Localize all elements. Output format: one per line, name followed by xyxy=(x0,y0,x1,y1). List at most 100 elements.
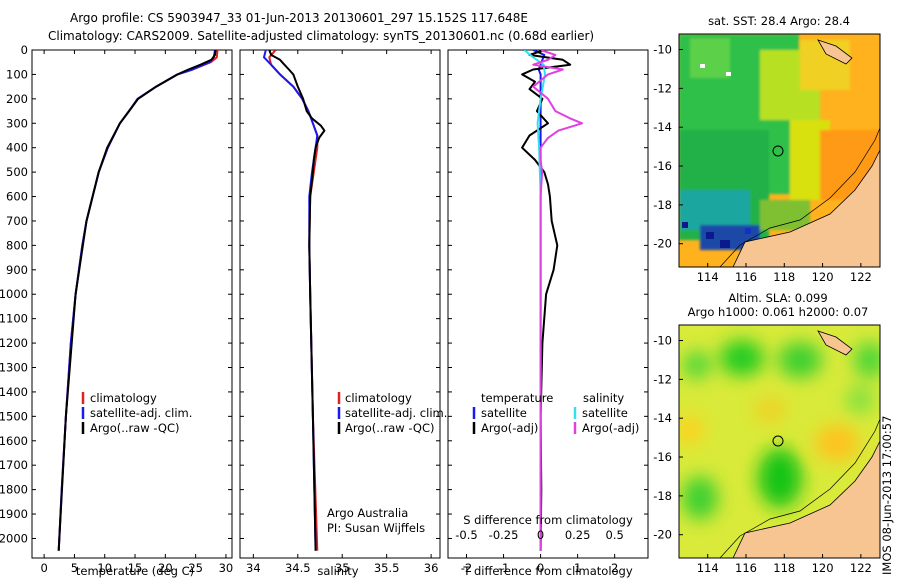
x-tick-label: 25 xyxy=(188,561,203,575)
credit-pi: PI: Susan Wijffels xyxy=(327,521,425,535)
temperature-panel: 0 5 10 15 20 25 30 temperature (deg C) climato… xyxy=(31,49,234,578)
legend-t-argo: Argo(-adj) xyxy=(481,421,538,435)
credit-argo-australia: Argo Australia xyxy=(327,506,408,520)
depth-tick-label: 900 xyxy=(6,263,28,277)
salinity-xlabel: salinity xyxy=(317,564,358,578)
sst-island xyxy=(817,39,853,65)
x-tick-label: 0 xyxy=(40,561,47,575)
sst-lat-tick-label: -12 xyxy=(653,81,672,95)
depth-tick-label: 600 xyxy=(6,190,28,204)
side-stamp: IMOS 08-Jun-2013 17:00:57 xyxy=(880,416,894,575)
depth-tick-label: 400 xyxy=(6,141,28,155)
s-tick-label: 0.5 xyxy=(606,528,624,542)
x-tick-label: 1 xyxy=(574,561,581,575)
temperature-xlabel: temperature (deg C) xyxy=(76,564,194,578)
sst-lon-tick-label: 114 xyxy=(697,270,719,284)
sla-lat-tick-label: -10 xyxy=(653,334,672,348)
depth-tick-label: 300 xyxy=(6,116,28,130)
x-tick-label: 36 xyxy=(424,561,439,575)
sla-lon-tick-label: 116 xyxy=(735,561,757,575)
x-tick-label: 2 xyxy=(611,561,618,575)
sst-lat-tick-label: -20 xyxy=(653,237,672,251)
sst-bathymetry-contour xyxy=(719,127,880,267)
header-line2: Climatology: CARS2009. Satellite-adjuste… xyxy=(48,29,594,43)
sst-lat-tick-label: -16 xyxy=(653,159,672,173)
s-tick-label: 0 xyxy=(537,528,544,542)
depth-tick-label: 1800 xyxy=(0,483,28,497)
depth-tick-label: 500 xyxy=(6,165,28,179)
sst-speckle xyxy=(720,240,730,248)
depth-tick-label: 1500 xyxy=(0,409,28,423)
sla-lon-tick-label: 120 xyxy=(812,561,834,575)
difference-frame xyxy=(447,49,649,559)
salinity-panel: 34 34.5 35 35.5 36 salinity climatology sate… xyxy=(239,49,447,578)
legend-s-satellite: satellite xyxy=(582,406,628,420)
sst-cloud-gap xyxy=(700,64,705,68)
sla-map: Altim. SLA: 0.099 Argo h1000: 0.061 h200… xyxy=(678,291,881,559)
sla-field xyxy=(679,340,880,520)
x-tick-label: 30 xyxy=(219,561,234,575)
depth-tick-label: 1000 xyxy=(0,287,28,301)
sla-lon-tick-label: 118 xyxy=(773,561,795,575)
legend-s-argo: Argo(-adj) xyxy=(582,421,639,435)
x-tick-label: -2 xyxy=(461,561,472,575)
difference-legend: temperature salinity satellite Argo(-adj… xyxy=(472,391,639,435)
x-tick-label: 10 xyxy=(97,561,112,575)
legend-satellite: satellite-adj. clim. xyxy=(90,406,192,420)
legend-argo: Argo(..raw -QC) xyxy=(345,421,435,435)
series-line-salinity-argo-adj- xyxy=(532,50,584,551)
depth-tick-label: 100 xyxy=(6,67,28,81)
header-line1: Argo profile: CS 5903947_33 01-Jun-2013 … xyxy=(70,11,528,25)
x-tick-label: 35.5 xyxy=(374,561,400,575)
x-tick-label: 34.5 xyxy=(285,561,311,575)
sst-map: sat. SST: 28.4 Argo: 28.4 xyxy=(678,14,881,268)
map-tick-labels: -10 -12 -14 -16 -18 -20 114 116 118 120 122 -10 -12 -… xyxy=(653,43,872,575)
legend-climatology: climatology xyxy=(90,391,157,405)
x-tick-label: 35 xyxy=(335,561,350,575)
sst-lon-tick-label: 122 xyxy=(850,270,872,284)
depth-tick-label: 1700 xyxy=(0,458,28,472)
series-line-temperature-argo-adj- xyxy=(521,50,572,551)
sst-speckle xyxy=(706,232,714,239)
sla-lat-tick-label: -14 xyxy=(653,411,672,425)
legend-temperature-head: temperature xyxy=(481,391,553,405)
sst-lat-tick-label: -10 xyxy=(653,43,672,57)
sla-lon-tick-label: 114 xyxy=(697,561,719,575)
sla-lon-tick-label: 122 xyxy=(850,561,872,575)
depth-tick-label: 700 xyxy=(6,214,28,228)
sst-lat-tick-label: -14 xyxy=(653,120,672,134)
sst-lon-tick-label: 116 xyxy=(735,270,757,284)
sla-frame xyxy=(678,324,881,559)
difference-panel: -2 -1 0 1 2 -0.5 -0.25 0 0.25 0.5 T difference fr… xyxy=(447,49,649,578)
difference-slabel: S difference from climatology xyxy=(463,513,633,527)
sst-lat-tick-label: -18 xyxy=(653,198,672,212)
sla-lat-tick-label: -20 xyxy=(653,528,672,542)
x-tick-label: 5 xyxy=(71,561,78,575)
depth-tick-label: 1600 xyxy=(0,434,28,448)
depth-axis: 0 100 200 300 400 500 600 700 800 900 1000 1100 1200… xyxy=(0,43,28,545)
x-tick-label: -1 xyxy=(498,561,509,575)
depth-tick-label: 1100 xyxy=(0,312,28,326)
temperature-legend: climatology satellite-adj. clim. Argo(..… xyxy=(81,391,192,435)
sla-bathymetry-contour xyxy=(719,418,880,558)
depth-tick-label: 0 xyxy=(21,43,28,57)
sla-lat-tick-label: -16 xyxy=(653,450,672,464)
sla-land xyxy=(732,440,880,558)
sla-lat-tick-label: -18 xyxy=(653,489,672,503)
depth-tick-label: 800 xyxy=(6,238,28,252)
series-line-argo-raw-qc- xyxy=(268,50,326,551)
x-tick-label: 15 xyxy=(128,561,143,575)
sst-cloud-gap xyxy=(726,72,731,76)
difference-xlabel: T difference from climatology xyxy=(462,564,633,578)
sla-argo-position xyxy=(772,435,784,447)
legend-satellite: satellite-adj. clim. xyxy=(345,406,447,420)
depth-tick-label: 1900 xyxy=(0,507,28,521)
sst-frame xyxy=(678,33,881,268)
depth-tick-label: 200 xyxy=(6,92,28,106)
temperature-frame xyxy=(31,49,233,559)
sla-map-title2: Argo h1000: 0.061 h2000: 0.07 xyxy=(688,305,869,319)
sst-speckle xyxy=(745,228,751,234)
sst-speckle xyxy=(682,222,688,228)
sla-map-title1: Altim. SLA: 0.099 xyxy=(728,291,827,305)
